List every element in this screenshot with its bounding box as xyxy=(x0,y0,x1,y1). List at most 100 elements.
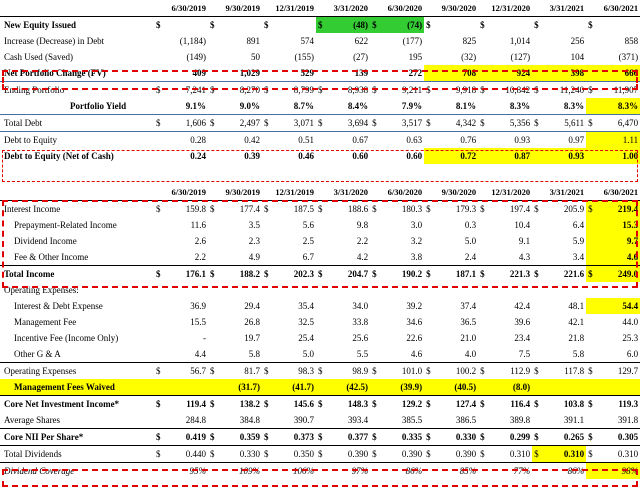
cell-value: 4.4 xyxy=(194,349,207,359)
cell-value: 86% xyxy=(542,462,587,479)
cell-value: 0.390 xyxy=(380,445,425,463)
cell-value: 86% xyxy=(380,462,425,479)
currency-sign: $ xyxy=(370,114,381,132)
currency-sign xyxy=(532,346,542,363)
cell-value xyxy=(380,282,424,298)
currency-sign xyxy=(316,314,326,330)
cell-value: 42.1 xyxy=(568,317,585,327)
currency-sign xyxy=(208,298,218,314)
cell-value: 29.4 xyxy=(244,301,261,311)
period-header: 6/30/2019 xyxy=(154,184,209,201)
currency-sign: $ xyxy=(262,445,273,463)
currency-sign: $ xyxy=(370,362,381,379)
currency-sign: $ xyxy=(478,81,489,98)
period-header: 3/31/2021 xyxy=(532,0,587,17)
currency-sign xyxy=(208,379,219,396)
currency-sign: $ xyxy=(208,81,219,98)
currency-sign xyxy=(478,233,488,249)
cell-value: 8,799 xyxy=(272,81,317,98)
currency-sign xyxy=(424,33,434,49)
currency-sign xyxy=(586,314,596,330)
cell-value: 104 xyxy=(570,52,585,62)
cell-value: 0.93 xyxy=(542,148,587,164)
period-header: 6/30/2020 xyxy=(370,184,425,201)
cell-value: 9.1% xyxy=(185,101,207,111)
row-label: Management Fee xyxy=(14,317,77,327)
period-header: 3/31/2020 xyxy=(316,0,371,17)
cell-value xyxy=(218,282,262,298)
cell-value: 3,694 xyxy=(326,114,371,132)
currency-sign: $ xyxy=(478,362,489,379)
currency-sign xyxy=(316,346,326,363)
cell-value: 0.440 xyxy=(164,445,209,463)
header-spacer xyxy=(0,184,154,201)
cell-value: 2.2 xyxy=(356,236,369,246)
currency-sign: $ xyxy=(370,395,381,412)
table-row: New Equity Issued $ $ $ $ (48) $ (74) $ $ $ $ xyxy=(0,16,640,33)
cell-value: 9.7 xyxy=(596,233,640,249)
cell-value: 3.5 xyxy=(248,220,261,230)
table-row: Debt to Equity (Net of Cash) 0.24 0.39 0.46… xyxy=(0,148,640,164)
cell-value: 127.4 xyxy=(434,395,479,412)
cell-value: 138.2 xyxy=(218,395,263,412)
cell-value: 101.0 xyxy=(380,362,425,379)
currency-sign xyxy=(586,282,596,298)
cell-value: 529 xyxy=(300,68,315,78)
table-row: Interest & Debt Expense 36.9 29.4 35.4 34.0 3… xyxy=(0,298,640,314)
cell-value: 0.24 xyxy=(190,151,207,161)
table-row: Core NII Per Share* $0.419 $0.359 $0.373 $0.… xyxy=(0,428,640,446)
cell-value: 5.5 xyxy=(356,349,369,359)
cell-value: 8,938 xyxy=(326,81,371,98)
currency-sign xyxy=(154,330,164,346)
cell-value: 4,342 xyxy=(434,114,479,132)
currency-sign xyxy=(424,148,435,164)
row-label: Fee & Other Income xyxy=(14,252,89,262)
cell-value: 77% xyxy=(488,462,533,479)
table-row: Cash Used (Saved) (149) 50 (155) (27) 195 (32)… xyxy=(0,49,640,65)
currency-sign xyxy=(154,249,164,266)
currency-sign: $ xyxy=(532,265,543,282)
cell-value: 56.7 xyxy=(164,362,209,379)
cell-value: 0.335 xyxy=(380,428,425,446)
currency-sign xyxy=(532,33,542,49)
currency-sign: $ xyxy=(154,81,164,98)
currency-sign xyxy=(478,330,488,346)
cell-value: (42.5) xyxy=(326,379,371,396)
table-row: Total Dividends $0.440 $0.330 $0.350 $0.390 $… xyxy=(0,445,640,463)
currency-sign xyxy=(370,33,380,49)
row-label: Ending Portfolio xyxy=(0,81,154,98)
cell-value: 0.60 xyxy=(406,151,423,161)
cell-value: 4.9 xyxy=(248,252,261,262)
currency-sign xyxy=(316,33,326,49)
row-label: Dividend Income xyxy=(14,236,77,246)
period-header: 12/31/2019 xyxy=(262,0,317,17)
currency-sign: $ xyxy=(534,204,539,214)
currency-sign xyxy=(478,314,488,330)
currency-sign: $ xyxy=(586,428,597,446)
currency-sign xyxy=(478,298,488,314)
currency-sign xyxy=(424,379,435,396)
currency-sign: $ xyxy=(586,265,597,282)
currency-sign xyxy=(208,233,218,249)
cell-value: 109% xyxy=(218,462,263,479)
currency-sign xyxy=(154,462,164,479)
currency-sign xyxy=(154,65,164,82)
cell-value: 0.330 xyxy=(218,445,263,463)
cell-value: 2.4 xyxy=(464,252,477,262)
cell-value xyxy=(326,282,370,298)
cell-value: 0.373 xyxy=(272,428,317,446)
currency-sign xyxy=(208,217,218,233)
cell-value: 0.299 xyxy=(488,428,533,446)
cell-value: 103.8 xyxy=(542,395,587,412)
cell-value: 187.1 xyxy=(434,265,479,282)
currency-sign xyxy=(262,98,272,115)
currency-sign xyxy=(154,412,164,429)
currency-sign xyxy=(262,131,273,148)
cell-value: 3.0 xyxy=(410,220,423,230)
currency-sign xyxy=(208,346,218,363)
cell-value: 1,029 xyxy=(239,68,261,78)
period-header: 9/30/2019 xyxy=(208,0,263,17)
period-header: 6/30/2020 xyxy=(370,0,425,17)
currency-sign: $ xyxy=(424,114,435,132)
